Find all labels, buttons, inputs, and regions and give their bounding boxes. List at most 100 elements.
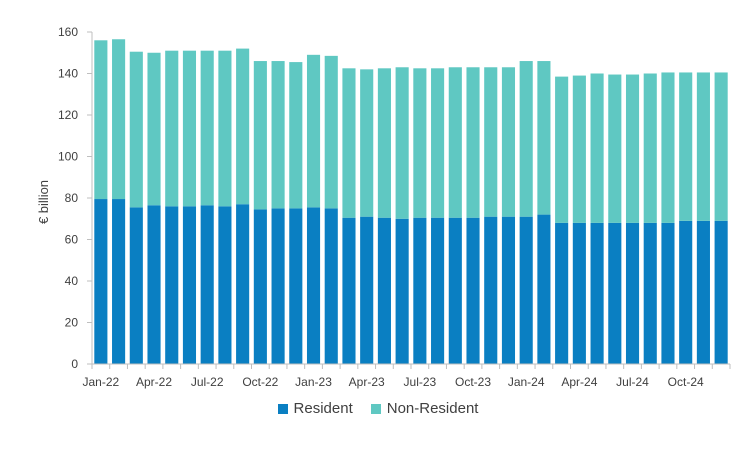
x-tick-label-jan-22: Jan-22: [83, 375, 120, 389]
bar-resident-may-22: [165, 206, 179, 364]
x-tick-label-oct-23: Oct-23: [455, 375, 491, 389]
bar-non-resident-jul-22: [200, 50, 214, 206]
bar-resident-jun-24: [608, 222, 622, 364]
bar-resident-feb-22: [112, 199, 126, 364]
bar-resident-jan-22: [94, 199, 108, 364]
bar-resident-jun-23: [395, 218, 409, 364]
legend-swatch-resident: [277, 403, 288, 414]
bar-non-resident-feb-23: [324, 55, 338, 209]
bar-resident-jul-23: [413, 217, 427, 364]
bar-resident-nov-23: [484, 216, 498, 364]
bar-resident-sep-24: [661, 222, 675, 364]
bar-non-resident-sep-23: [448, 67, 462, 218]
chart-canvas: € billion 0 20 40 60 80 100 120 140 160 Jan-22 Apr…: [36, 25, 731, 389]
x-tick-label-jan-24: Jan-24: [508, 375, 545, 389]
y-tick-label-80: 80: [65, 191, 79, 205]
bar-resident-oct-23: [466, 217, 480, 364]
bar-resident-jul-24: [625, 222, 640, 364]
bar-resident-aug-24: [643, 222, 657, 364]
y-tick-label-160: 160: [58, 25, 78, 39]
x-tick-label-jul-22: Jul-22: [191, 375, 224, 389]
bar-non-resident-sep-22: [236, 48, 250, 205]
bar-non-resident-oct-23: [466, 67, 480, 218]
bar-non-resident-aug-22: [218, 50, 232, 207]
bar-resident-apr-23: [360, 216, 374, 364]
bar-non-resident-jun-22: [182, 50, 197, 207]
bar-non-resident-aug-24: [643, 73, 657, 223]
bar-non-resident-aug-23: [431, 68, 445, 218]
legend-label-non-resident: Non-Resident: [386, 400, 479, 417]
legend: Resident Non-Resident: [0, 400, 756, 417]
bar-non-resident-nov-23: [484, 67, 498, 217]
x-tick-label-apr-22: Apr-22: [136, 375, 172, 389]
bar-non-resident-jan-23: [306, 54, 321, 208]
bar-resident-jul-22: [200, 205, 214, 364]
bar-non-resident-jan-24: [519, 61, 533, 217]
bar-resident-apr-22: [147, 205, 161, 364]
bar-non-resident-apr-22: [147, 52, 161, 206]
bar-resident-sep-22: [236, 204, 250, 364]
bar-resident-nov-24: [696, 220, 710, 364]
bar-resident-aug-23: [431, 217, 445, 364]
x-tick-label-jul-23: Jul-23: [404, 375, 437, 389]
bar-non-resident-jul-23: [413, 68, 427, 218]
x-tick-label-jul-24: Jul-24: [616, 375, 649, 389]
y-tick-label-140: 140: [58, 67, 78, 81]
bar-resident-jan-24: [519, 216, 533, 364]
bar-non-resident-dec-24: [714, 72, 728, 221]
x-tick-label-oct-22: Oct-22: [242, 375, 278, 389]
bar-non-resident-feb-24: [537, 61, 551, 215]
y-tick-label-60: 60: [65, 233, 79, 247]
bar-non-resident-mar-23: [342, 68, 356, 218]
y-tick-label-120: 120: [58, 108, 78, 122]
bar-resident-oct-24: [679, 220, 693, 364]
bar-resident-feb-24: [537, 214, 551, 364]
bar-resident-feb-23: [324, 208, 338, 365]
bar-non-resident-may-22: [165, 50, 179, 207]
x-tick-label-oct-24: Oct-24: [668, 375, 704, 389]
bar-non-resident-nov-22: [271, 61, 285, 209]
y-axis-title: € billion: [36, 180, 51, 224]
bar-non-resident-dec-22: [289, 62, 303, 209]
bar-non-resident-jan-22: [94, 40, 108, 200]
bar-non-resident-jul-24: [625, 74, 640, 223]
bar-non-resident-apr-23: [360, 69, 374, 217]
bars-layer: [94, 39, 728, 365]
bar-resident-dec-24: [714, 220, 728, 364]
bar-non-resident-feb-22: [112, 39, 126, 200]
y-tick-label-20: 20: [65, 316, 79, 330]
bar-resident-mar-24: [555, 222, 569, 364]
bar-resident-mar-22: [129, 207, 143, 364]
bar-non-resident-nov-24: [696, 72, 710, 221]
legend-swatch-non-resident: [370, 403, 381, 414]
bar-resident-jan-23: [306, 207, 321, 364]
x-tick-label-apr-24: Apr-24: [561, 375, 597, 389]
axes-layer: 0 20 40 60 80 100 120 140 160 Jan-22 Apr-22 Jul-22 O…: [58, 25, 731, 389]
y-tick-label-100: 100: [58, 150, 78, 164]
bar-resident-dec-23: [501, 216, 516, 364]
bar-resident-mar-23: [342, 217, 356, 364]
bar-resident-may-24: [590, 222, 604, 364]
legend-label-resident: Resident: [293, 400, 353, 417]
bar-non-resident-jun-23: [395, 67, 409, 219]
bar-non-resident-jun-24: [608, 74, 622, 223]
y-tick-label-0: 0: [71, 357, 78, 371]
bar-non-resident-sep-24: [661, 72, 675, 223]
bar-non-resident-mar-22: [129, 51, 143, 208]
bar-resident-oct-22: [253, 209, 267, 364]
bar-resident-dec-22: [289, 208, 303, 365]
bar-resident-sep-23: [448, 217, 462, 364]
bar-non-resident-apr-24: [572, 75, 586, 223]
bar-resident-jun-22: [182, 206, 197, 364]
legend-item-resident: Resident: [277, 400, 353, 417]
bar-non-resident-may-23: [377, 68, 391, 218]
x-tick-label-jan-23: Jan-23: [295, 375, 332, 389]
bar-resident-apr-24: [572, 222, 586, 364]
bar-resident-nov-22: [271, 208, 285, 365]
bar-non-resident-dec-23: [501, 67, 516, 217]
bar-non-resident-mar-24: [555, 76, 569, 223]
y-tick-label-40: 40: [65, 274, 79, 288]
bar-non-resident-oct-22: [253, 61, 267, 210]
bar-resident-may-23: [377, 217, 391, 364]
